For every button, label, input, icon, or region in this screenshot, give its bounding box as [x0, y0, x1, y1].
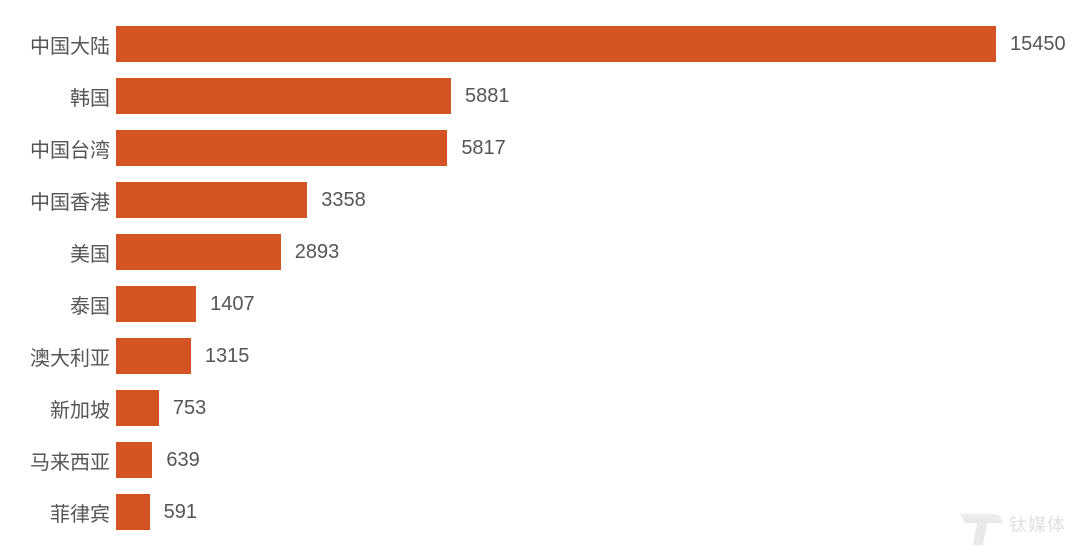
bar-row: 美国 2893 — [0, 226, 1080, 278]
category-label: 中国香港 — [0, 186, 116, 215]
horizontal-bar-chart: 中国大陆 15450 韩国 5881 中国台湾 5817 中国香港 3358 美国 2893 泰国 1… — [0, 18, 1080, 538]
category-label: 中国大陆 — [0, 30, 116, 59]
bar-track: 3358 — [116, 174, 1080, 226]
bar-track: 5817 — [116, 122, 1080, 174]
bar-row: 新加坡 753 — [0, 382, 1080, 434]
value-label: 591 — [164, 501, 197, 524]
category-label: 泰国 — [0, 290, 116, 319]
bar-row: 澳大利亚 1315 — [0, 330, 1080, 382]
bar — [116, 26, 996, 62]
watermark-text: 钛媒体 — [1009, 511, 1066, 537]
category-label: 中国台湾 — [0, 134, 116, 163]
bar-track: 2893 — [116, 226, 1080, 278]
bar-row: 中国台湾 5817 — [0, 122, 1080, 174]
bar — [116, 286, 196, 322]
bar — [116, 494, 150, 530]
bar — [116, 78, 451, 114]
bar-track: 591 — [116, 486, 1080, 538]
bar-track: 1407 — [116, 278, 1080, 330]
bar — [116, 390, 159, 426]
bar-track: 15450 — [116, 18, 1080, 70]
bar-row: 马来西亚 639 — [0, 434, 1080, 486]
value-label: 5881 — [465, 85, 510, 108]
value-label: 3358 — [321, 189, 366, 212]
bar-track: 5881 — [116, 70, 1080, 122]
value-label: 5817 — [461, 137, 506, 160]
category-label: 新加坡 — [0, 394, 116, 423]
value-label: 1407 — [210, 293, 255, 316]
category-label: 韩国 — [0, 82, 116, 111]
value-label: 753 — [173, 397, 206, 420]
category-label: 菲律宾 — [0, 498, 116, 527]
value-label: 639 — [166, 449, 199, 472]
bar-track: 639 — [116, 434, 1080, 486]
value-label: 1315 — [205, 345, 250, 368]
category-label: 澳大利亚 — [0, 342, 116, 371]
bar-row: 中国香港 3358 — [0, 174, 1080, 226]
bar-row: 中国大陆 15450 — [0, 18, 1080, 70]
bar-row: 韩国 5881 — [0, 70, 1080, 122]
bar-track: 753 — [116, 382, 1080, 434]
watermark-logo-icon — [957, 501, 1003, 547]
bar — [116, 234, 281, 270]
bar — [116, 338, 191, 374]
category-label: 美国 — [0, 238, 116, 267]
bar — [116, 182, 307, 218]
category-label: 马来西亚 — [0, 446, 116, 475]
bar — [116, 130, 447, 166]
bar — [116, 442, 152, 478]
value-label: 15450 — [1010, 33, 1066, 56]
watermark: 钛媒体 — [957, 501, 1066, 547]
bar-track: 1315 — [116, 330, 1080, 382]
value-label: 2893 — [295, 241, 340, 264]
bar-row: 菲律宾 591 — [0, 486, 1080, 538]
bar-row: 泰国 1407 — [0, 278, 1080, 330]
